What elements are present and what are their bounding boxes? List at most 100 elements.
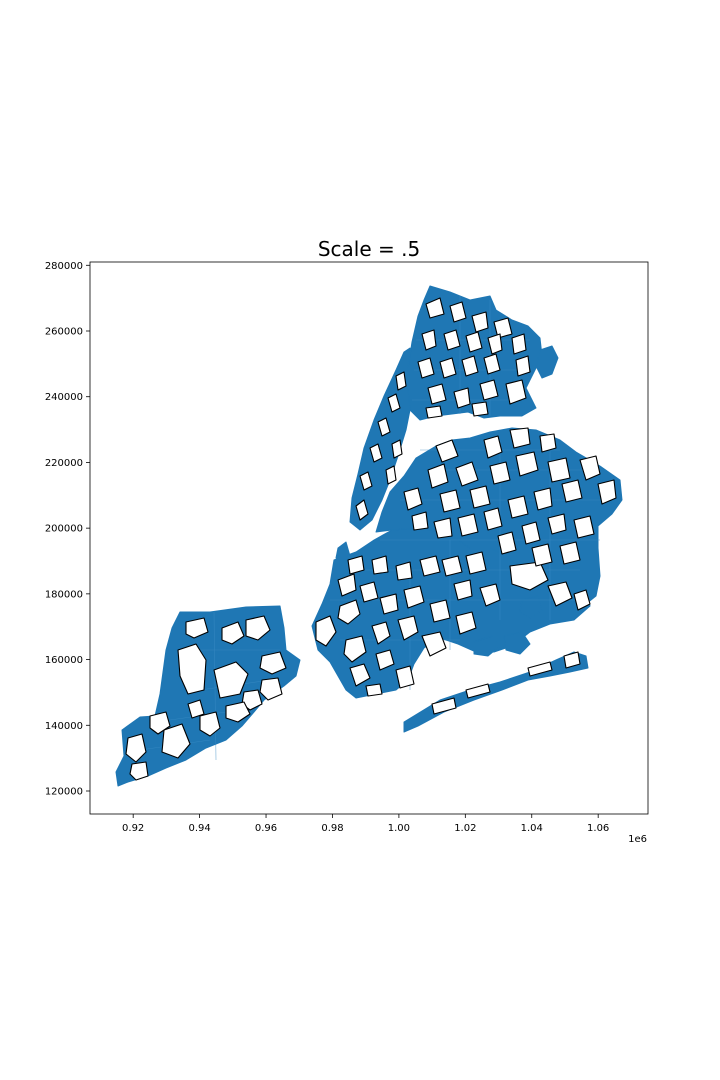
chart-title: Scale = .5 (318, 237, 420, 261)
island-fragment (519, 595, 543, 619)
tract-hole (597, 479, 617, 505)
tract-hole (259, 677, 283, 701)
tract-hole (579, 455, 601, 481)
tract-hole (387, 393, 401, 413)
island-fragment (503, 631, 531, 655)
tract-hole (515, 355, 531, 377)
tract-hole (483, 507, 503, 531)
tract-hole (479, 583, 501, 607)
tract-hole (371, 555, 389, 575)
y-axis: 120000 140000 160000 180000 200000 220000 2400… (45, 261, 90, 798)
tract-hole (359, 581, 379, 603)
island-fragment (335, 541, 351, 567)
y-tick-label: 140000 (45, 721, 83, 732)
tract-hole (487, 333, 503, 355)
x-tick-label: 1.06 (587, 823, 609, 834)
x-tick-label: 0.92 (122, 823, 144, 834)
tract-hole (421, 329, 437, 351)
tract-hole (483, 435, 503, 459)
x-tick-label: 1.02 (454, 823, 476, 834)
tract-hole (225, 701, 251, 723)
tract-hole (561, 479, 583, 503)
tract-hole (511, 333, 527, 355)
tract-hole (417, 357, 435, 379)
tract-hole (149, 711, 171, 735)
tract-hole (527, 661, 553, 677)
tract-hole (375, 649, 395, 671)
tract-hole (531, 543, 553, 567)
tract-hole (509, 427, 531, 449)
tract-hole (385, 465, 397, 485)
tract-hole (369, 443, 383, 463)
tract-hole (395, 371, 407, 391)
tract-hole (421, 631, 447, 657)
tract-hole (349, 663, 371, 687)
tract-hole (429, 599, 451, 623)
axes-frame (89, 261, 649, 815)
tract-hole (431, 697, 457, 715)
tract-hole (403, 585, 425, 609)
x-tick-label: 1.00 (388, 823, 410, 834)
tract-hole (439, 489, 461, 513)
tract-hole (185, 617, 209, 639)
y-tick-label: 120000 (45, 787, 83, 798)
tract-hole (259, 651, 287, 675)
tract-hole (505, 379, 527, 405)
y-tick-label: 200000 (45, 524, 83, 535)
tract-hole (355, 499, 369, 521)
tract-hole (161, 723, 191, 759)
tract-hole (449, 301, 467, 323)
tract-hole (245, 615, 271, 641)
tract-hole (469, 485, 491, 509)
tract-hole (461, 355, 479, 377)
tract-hole (187, 699, 205, 719)
tract-hole (359, 471, 373, 491)
tract-hole (539, 433, 557, 453)
tract-hole (377, 417, 391, 437)
x-tick-label: 1.04 (521, 823, 543, 834)
tract-hole (435, 439, 459, 463)
tract-hole (559, 541, 581, 565)
tract-hole (455, 611, 477, 635)
tract-hole (465, 551, 487, 575)
tract-hole (395, 561, 413, 581)
tract-hole (427, 463, 449, 489)
tract-hole (411, 511, 429, 531)
tract-hole (443, 329, 461, 351)
y-tick-label: 260000 (45, 327, 83, 338)
tract-hole (493, 317, 513, 339)
tract-hole (483, 353, 501, 375)
island-fragment (473, 635, 501, 657)
tract-hole (547, 581, 573, 607)
tract-hole (439, 357, 457, 379)
map-layer (115, 285, 623, 787)
y-tick-label: 220000 (45, 458, 83, 469)
tract-hole (177, 643, 207, 695)
tract-hole (125, 733, 147, 763)
x-tick-label: 0.98 (321, 823, 343, 834)
tract-hole (521, 521, 541, 545)
y-tick-label: 160000 (45, 655, 83, 666)
y-tick-label: 180000 (45, 589, 83, 600)
staten-island (115, 605, 301, 787)
tract-hole (453, 579, 473, 601)
tract-hole (507, 495, 529, 519)
tract-hole (379, 593, 399, 615)
tract-hole (573, 515, 595, 539)
tract-hole (343, 635, 367, 663)
tract-hole (453, 387, 471, 409)
tract-hole (515, 451, 539, 477)
tract-hole (199, 711, 221, 737)
tract-hole (441, 555, 463, 577)
tract-hole (479, 379, 499, 401)
tract-hole (365, 683, 383, 697)
tract-hole (419, 555, 441, 577)
island-fragment (535, 345, 559, 379)
tract-hole (397, 615, 419, 641)
tract-hole (337, 573, 357, 597)
tract-hole (455, 461, 479, 487)
tract-hole (371, 621, 391, 645)
tract-hole (547, 513, 567, 535)
